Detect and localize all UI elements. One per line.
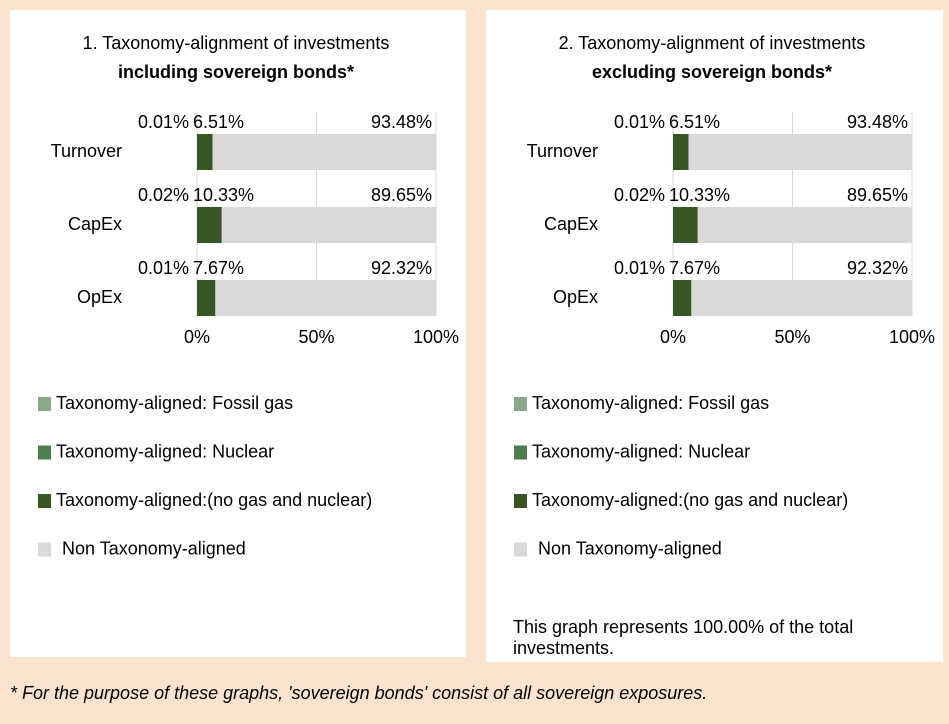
bar-segment <box>673 134 689 170</box>
legend-label: Non Taxonomy-aligned <box>62 538 246 558</box>
bar-segment <box>221 207 436 243</box>
category-label: Turnover <box>527 141 598 161</box>
value-label: 0.02% <box>614 185 665 205</box>
x-tick-label: 0% <box>184 327 210 347</box>
value-label: 92.32% <box>371 258 432 278</box>
chart-title: 1. Taxonomy-alignment of investments <box>83 33 390 53</box>
value-label: 0.02% <box>138 185 189 205</box>
legend-swatch <box>514 494 527 508</box>
legend-label: Taxonomy-aligned: Nuclear <box>532 441 750 461</box>
chart-subtitle: including sovereign bonds* <box>118 62 354 82</box>
bar-segment <box>197 207 222 243</box>
bar-segment <box>691 280 912 316</box>
value-label: 89.65% <box>847 185 908 205</box>
value-label: 0.01% <box>138 258 189 278</box>
legend-label: Taxonomy-aligned: Nuclear <box>56 441 274 461</box>
bar-segment <box>197 134 213 170</box>
category-label: OpEx <box>77 287 122 307</box>
value-label: 93.48% <box>847 112 908 132</box>
x-tick-label: 100% <box>889 327 935 347</box>
legend-swatch <box>38 494 51 508</box>
value-label: 6.51% <box>669 112 720 132</box>
legend-label: Taxonomy-aligned:(no gas and nuclear) <box>532 490 848 510</box>
x-tick-label: 50% <box>298 327 334 347</box>
legend-label: Non Taxonomy-aligned <box>538 538 722 558</box>
value-label: 92.32% <box>847 258 908 278</box>
value-label: 7.67% <box>669 258 720 278</box>
value-label: 0.01% <box>614 112 665 132</box>
bar-segment <box>697 207 912 243</box>
value-label: 7.67% <box>193 258 244 278</box>
footnote: * For the purpose of these graphs, 'sove… <box>10 683 707 703</box>
bar-segment <box>197 280 216 316</box>
bar-segment <box>673 207 698 243</box>
value-label: 10.33% <box>193 185 254 205</box>
legend-swatch <box>38 445 51 460</box>
value-label: 93.48% <box>371 112 432 132</box>
note: This graph represents 100.00% of the tot… <box>513 617 854 658</box>
legend-label: Taxonomy-aligned: Fossil gas <box>56 393 293 413</box>
category-label: OpEx <box>553 287 598 307</box>
panel <box>486 10 943 662</box>
bar-segment <box>212 134 436 170</box>
value-label: 89.65% <box>371 185 432 205</box>
value-label: 6.51% <box>193 112 244 132</box>
bar-segment <box>215 280 436 316</box>
value-label: 10.33% <box>669 185 730 205</box>
value-label: 0.01% <box>138 112 189 132</box>
chart-title: 2. Taxonomy-alignment of investments <box>559 33 866 53</box>
bar-segment <box>688 134 912 170</box>
category-label: Turnover <box>51 141 122 161</box>
x-tick-label: 50% <box>774 327 810 347</box>
bar-segment <box>673 280 692 316</box>
x-tick-label: 100% <box>413 327 459 347</box>
value-label: 0.01% <box>614 258 665 278</box>
legend-swatch <box>514 445 527 460</box>
panel <box>10 10 466 657</box>
category-label: CapEx <box>544 214 598 234</box>
legend-swatch <box>38 542 51 557</box>
category-label: CapEx <box>68 214 122 234</box>
legend-label: Taxonomy-aligned:(no gas and nuclear) <box>56 490 372 510</box>
legend-swatch <box>38 397 51 411</box>
legend-swatch <box>514 397 527 411</box>
x-tick-label: 0% <box>660 327 686 347</box>
legend-swatch <box>514 542 527 557</box>
chart-subtitle: excluding sovereign bonds* <box>592 62 832 82</box>
legend-label: Taxonomy-aligned: Fossil gas <box>532 393 769 413</box>
